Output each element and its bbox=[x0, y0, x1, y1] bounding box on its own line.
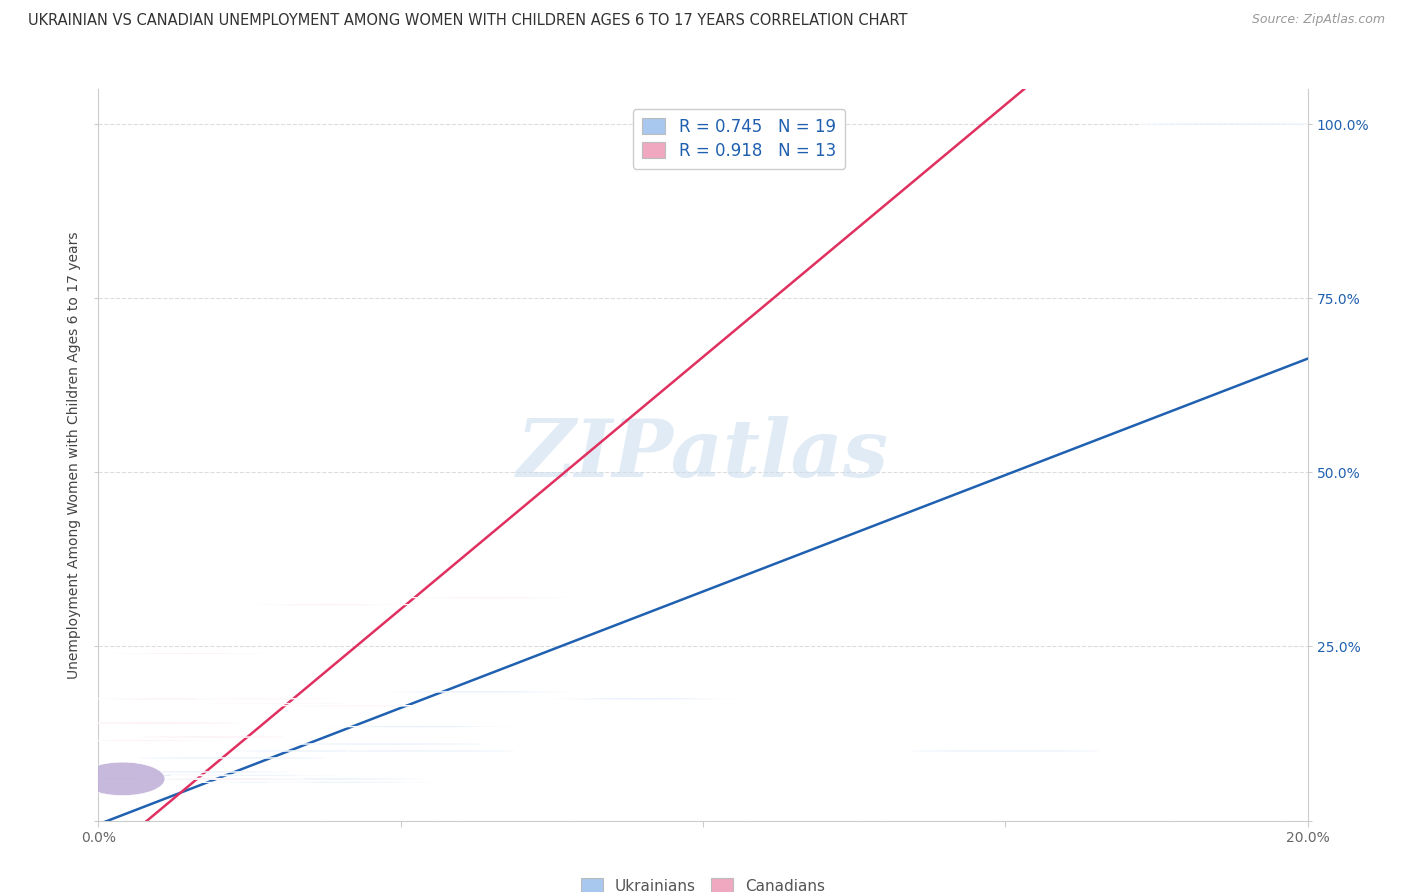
Ellipse shape bbox=[82, 775, 273, 776]
Ellipse shape bbox=[1140, 123, 1330, 125]
Ellipse shape bbox=[0, 778, 277, 780]
Text: Source: ZipAtlas.com: Source: ZipAtlas.com bbox=[1251, 13, 1385, 27]
Text: ZIPatlas: ZIPatlas bbox=[517, 417, 889, 493]
Ellipse shape bbox=[547, 698, 738, 699]
Legend: Ukrainians, Canadians: Ukrainians, Canadians bbox=[575, 872, 831, 892]
Ellipse shape bbox=[294, 744, 484, 745]
Ellipse shape bbox=[42, 778, 276, 780]
Ellipse shape bbox=[384, 691, 575, 692]
Ellipse shape bbox=[910, 750, 1101, 751]
Ellipse shape bbox=[80, 762, 165, 796]
Ellipse shape bbox=[323, 726, 515, 727]
Text: UKRAINIAN VS CANADIAN UNEMPLOYMENT AMONG WOMEN WITH CHILDREN AGES 6 TO 17 YEARS : UKRAINIAN VS CANADIAN UNEMPLOYMENT AMONG… bbox=[28, 13, 908, 29]
Y-axis label: Unemployment Among Women with Children Ages 6 to 17 years: Unemployment Among Women with Children A… bbox=[67, 231, 82, 679]
Ellipse shape bbox=[136, 757, 326, 758]
